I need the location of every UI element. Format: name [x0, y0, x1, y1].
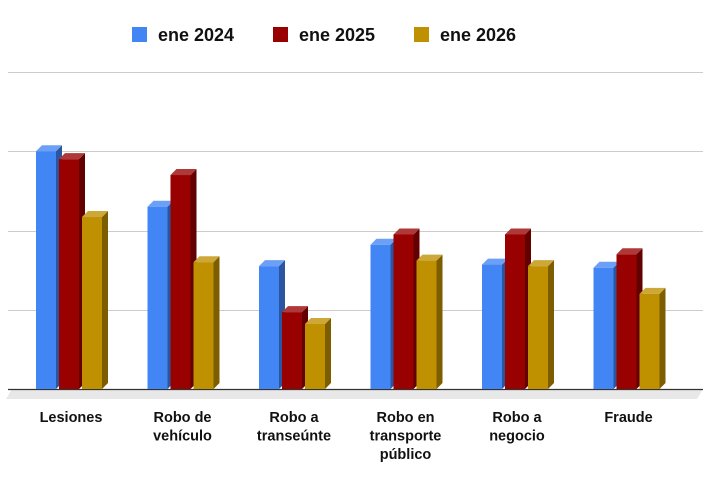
bar[interactable] — [147, 200, 174, 389]
bars — [36, 145, 666, 389]
bar-top — [482, 258, 508, 265]
bar-side — [548, 260, 554, 389]
bar-front — [305, 324, 325, 389]
bar-front — [82, 217, 102, 389]
bar[interactable] — [639, 287, 666, 389]
bar[interactable] — [482, 258, 508, 389]
bar-front — [259, 266, 279, 389]
legend-item[interactable]: ene 2025 — [273, 25, 375, 45]
bar-top — [59, 153, 85, 160]
gridlines — [8, 72, 703, 311]
category-label: Robo en transporte público — [370, 410, 442, 463]
bar[interactable] — [82, 211, 108, 389]
category-label: Robo de vehículo — [153, 410, 212, 445]
bar-front — [505, 234, 525, 389]
bar-front — [59, 159, 79, 389]
bar-side — [325, 318, 331, 389]
bar-front — [147, 206, 168, 389]
bar-side — [659, 287, 666, 389]
legend[interactable]: ene 2024 ene 2025 ene 2026 — [132, 25, 516, 45]
bar-top — [528, 260, 554, 267]
bar[interactable] — [259, 260, 285, 389]
bar-top — [616, 248, 643, 255]
category-labels: Lesiones Robo de vehículo Robo a transeúnte R… — [40, 410, 653, 463]
legend-swatch — [414, 27, 429, 42]
bar[interactable] — [59, 153, 85, 389]
category-label: Fraude — [604, 410, 652, 426]
bar-top — [282, 306, 308, 313]
bar-front — [416, 260, 437, 389]
bar[interactable] — [416, 254, 443, 389]
category-label: Lesiones — [40, 410, 103, 426]
bar-front — [482, 264, 502, 389]
bar-top — [370, 238, 397, 245]
bar-front — [528, 266, 548, 389]
legend-item[interactable]: ene 2026 — [414, 25, 516, 45]
bar[interactable] — [593, 261, 620, 389]
chart-floor — [6, 388, 703, 399]
bar-side — [102, 211, 108, 389]
bar-front — [639, 293, 660, 389]
bar-top — [170, 169, 197, 176]
bar-top — [393, 228, 420, 235]
bar-front — [282, 312, 302, 389]
bar-top — [305, 318, 331, 325]
bar[interactable] — [616, 248, 643, 389]
bar-front — [370, 244, 391, 389]
bar[interactable] — [36, 145, 62, 389]
legend-label: ene 2024 — [158, 25, 234, 45]
bar-top — [36, 145, 62, 152]
bar[interactable] — [282, 306, 308, 389]
bar[interactable] — [393, 228, 420, 389]
bar-front — [593, 267, 614, 389]
bar-front — [393, 234, 414, 389]
bar-top — [82, 211, 108, 218]
legend-swatch — [132, 27, 147, 42]
category-label: Robo a transeúnte — [257, 410, 331, 445]
legend-item[interactable]: ene 2024 — [132, 25, 234, 45]
bar-top — [505, 228, 531, 235]
bar-front — [36, 151, 56, 389]
bar-top — [639, 287, 666, 294]
bar[interactable] — [528, 260, 554, 389]
bar-top — [593, 261, 620, 268]
legend-swatch — [273, 27, 288, 42]
legend-label: ene 2026 — [440, 25, 516, 45]
bar-front — [193, 262, 214, 389]
bar-side — [213, 256, 220, 389]
bar[interactable] — [305, 318, 331, 389]
bar-top — [259, 260, 285, 267]
bar-front — [616, 254, 637, 389]
bar[interactable] — [370, 238, 397, 389]
floor-plane — [6, 389, 703, 399]
bar-top — [416, 254, 443, 261]
bar[interactable] — [170, 169, 197, 389]
bar[interactable] — [193, 256, 220, 389]
legend-label: ene 2025 — [299, 25, 375, 45]
bar-side — [436, 254, 443, 389]
bar-top — [193, 256, 220, 263]
bar-top — [147, 200, 174, 207]
bar[interactable] — [505, 228, 531, 389]
category-label: Robo a negocio — [489, 410, 545, 445]
bar-front — [170, 175, 191, 389]
